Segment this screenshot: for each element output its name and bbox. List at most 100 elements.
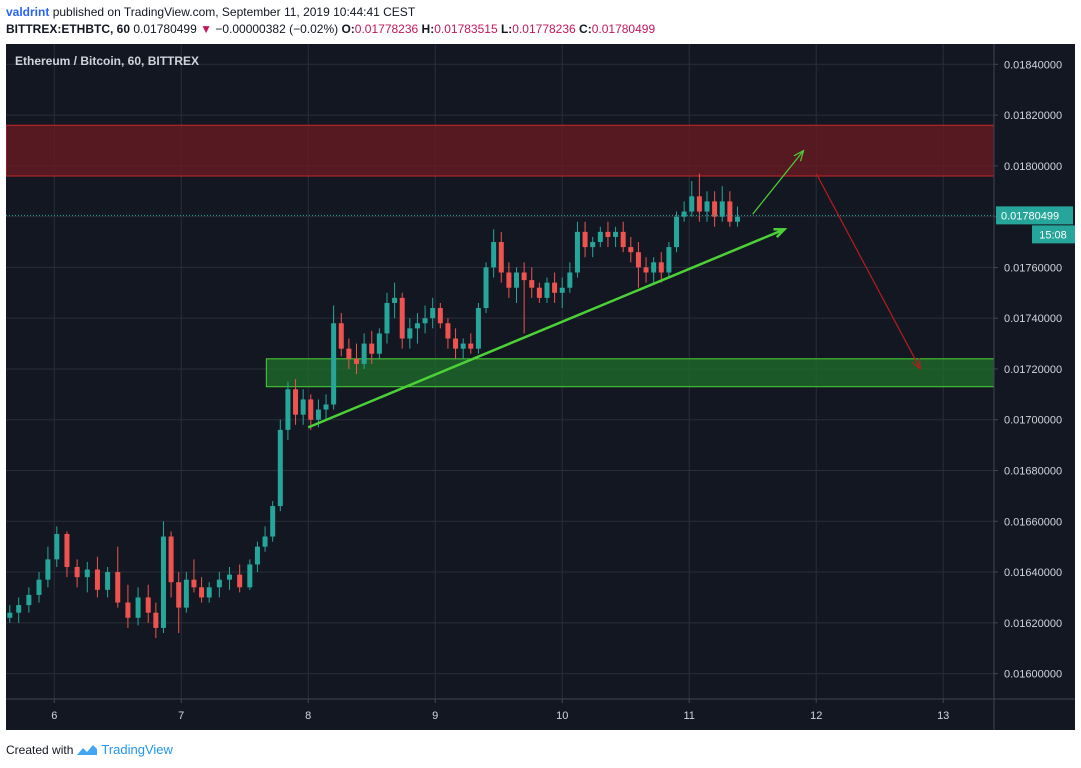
candle — [643, 257, 649, 283]
candle-body — [445, 323, 451, 339]
candle — [719, 186, 725, 222]
candle-body — [437, 308, 443, 324]
author-link[interactable]: valdrint — [6, 5, 50, 19]
candle-body — [145, 597, 151, 613]
candle — [491, 229, 497, 278]
candle-body — [628, 247, 634, 253]
chart-title: Ethereum / Bitcoin, 60, BITTREX — [15, 54, 199, 68]
candle-body — [407, 328, 413, 339]
candle — [696, 173, 702, 222]
candle-body — [191, 579, 197, 588]
price-tick-label: 0.01640000 — [1004, 567, 1062, 579]
candle — [369, 330, 375, 364]
candle — [689, 181, 695, 217]
candle — [681, 201, 687, 222]
candle-body — [384, 302, 390, 334]
candle-body — [666, 247, 672, 273]
drawings — [6, 149, 994, 429]
candle — [216, 572, 222, 598]
high-label: H: — [421, 22, 435, 36]
candle-body — [392, 297, 398, 303]
candle — [361, 333, 367, 369]
candle — [468, 333, 474, 354]
candle-body — [115, 572, 121, 603]
time-tick-label: 10 — [556, 710, 568, 722]
price-tick-label: 0.01840000 — [1004, 59, 1062, 71]
candle-body — [635, 252, 641, 268]
candle — [422, 305, 428, 334]
candle-body — [643, 267, 649, 273]
low-value: 0.01778236 — [512, 22, 576, 36]
candle-body — [94, 569, 100, 590]
candle — [206, 582, 212, 603]
candle-body — [199, 587, 205, 598]
candle-body — [160, 536, 166, 628]
candle-body — [544, 282, 550, 298]
candle-body — [176, 582, 182, 608]
close-label: C: — [579, 22, 592, 36]
candle — [620, 221, 626, 253]
open-value: 0.01778236 — [354, 22, 419, 36]
candle-body — [206, 587, 212, 598]
candle-body — [559, 287, 565, 293]
candles — [7, 173, 740, 639]
candle-body — [681, 211, 687, 217]
candle — [376, 328, 382, 359]
tradingview-link[interactable]: TradingView — [101, 742, 173, 757]
candle — [475, 302, 481, 354]
trendline-arrow-head — [773, 228, 788, 239]
chart-svg[interactable]: 0.018400000.018200000.018000000.01780000… — [5, 44, 1075, 730]
price-tick-label: 0.01800000 — [1004, 161, 1062, 173]
candle — [277, 419, 283, 512]
candle — [727, 191, 733, 227]
candle — [536, 282, 542, 303]
candle-body — [674, 216, 680, 248]
candle-body — [552, 282, 558, 293]
candle — [437, 302, 443, 329]
axes: 0.018400000.018200000.018000000.01780000… — [6, 44, 1075, 730]
candle-body — [237, 574, 243, 588]
time-tick-label: 12 — [810, 710, 822, 722]
resistance-zone — [5, 124, 995, 177]
candle-body — [277, 429, 283, 507]
candle — [16, 597, 22, 623]
candle — [135, 587, 141, 626]
candle-body — [430, 308, 436, 319]
candle — [605, 221, 611, 248]
price-tick-label: 0.01620000 — [1004, 618, 1062, 630]
candle — [453, 328, 459, 359]
footer: Created with TradingView — [6, 742, 173, 757]
trendline-arrow-line — [307, 228, 785, 429]
candle — [64, 531, 70, 578]
candle-body — [483, 267, 489, 309]
candle-body — [36, 579, 42, 595]
candle — [399, 292, 405, 349]
candle — [7, 605, 13, 623]
candle — [94, 556, 100, 598]
candle — [54, 526, 60, 567]
candle-body — [285, 389, 291, 430]
candle — [323, 394, 329, 420]
price-tick-label: 0.01720000 — [1004, 364, 1062, 376]
candle — [262, 526, 268, 552]
candle — [338, 313, 344, 357]
price-tick-label: 0.01820000 — [1004, 110, 1062, 122]
candle — [635, 242, 641, 288]
candle-body — [300, 399, 306, 415]
candle — [270, 500, 276, 542]
candle — [308, 394, 314, 430]
high-value: 0.01783515 — [434, 22, 498, 36]
created-with-label: Created with — [6, 742, 74, 757]
chart-area[interactable]: 0.018400000.018200000.018000000.01780000… — [5, 44, 1075, 730]
candle — [353, 343, 359, 375]
price-tick-label: 0.01740000 — [1004, 313, 1062, 325]
candle — [125, 584, 131, 628]
price-tick-label: 0.01700000 — [1004, 415, 1062, 427]
candle — [597, 226, 603, 248]
candle — [346, 338, 352, 369]
candle — [247, 559, 253, 590]
price-tick-label: 0.01760000 — [1004, 262, 1062, 274]
change-down-icon: ▼ — [200, 22, 212, 36]
countdown-badge — [1032, 225, 1075, 244]
candle — [407, 318, 413, 349]
